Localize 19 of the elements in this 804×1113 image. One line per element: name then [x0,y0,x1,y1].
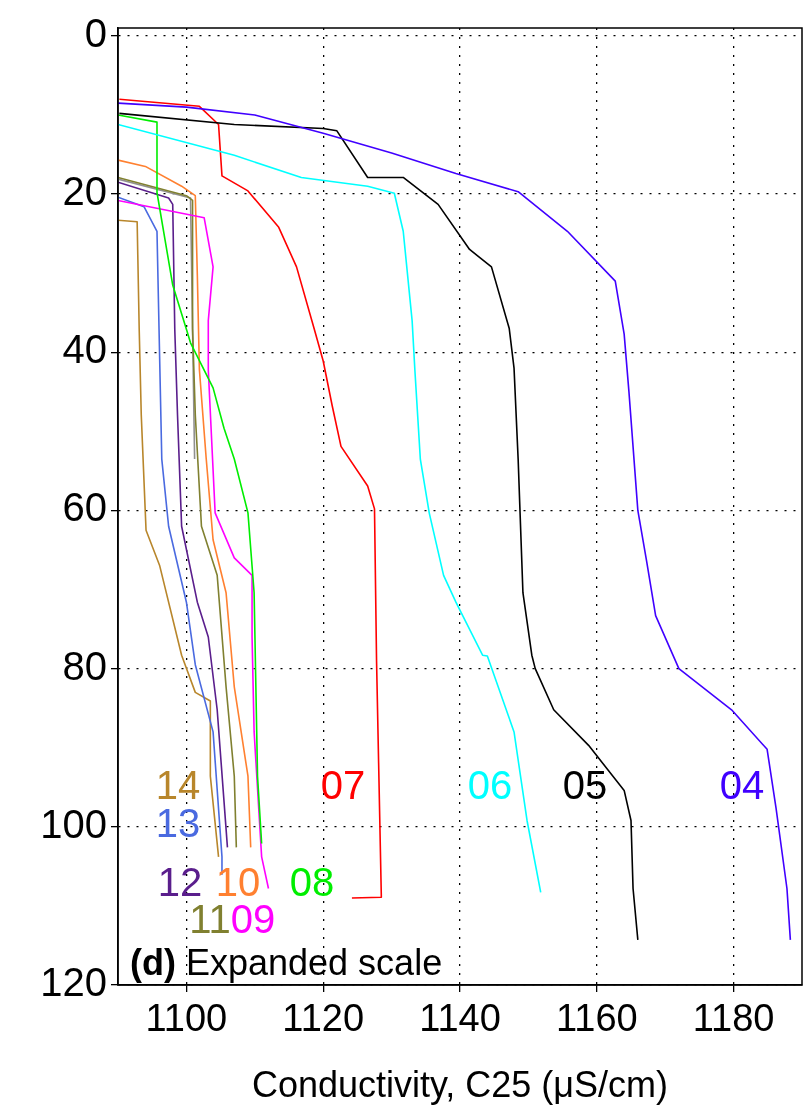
series-label: 07 [320,763,366,808]
series-label: 08 [289,860,335,905]
y-tick-label: 40 [62,327,107,372]
y-tick-label: 20 [62,169,107,214]
y-tick-label: 0 [84,10,107,55]
x-tick-label: 1120 [282,997,365,1040]
series-label: 04 [719,763,765,808]
y-tick-label: 100 [40,801,107,846]
x-tick-label: 1140 [419,997,501,1040]
series-label: 05 [562,763,608,808]
y-tick-label: 60 [62,485,107,530]
x-tick-label: 1160 [555,997,638,1040]
y-tick-label: 120 [40,960,107,1005]
x-tick-label: 1180 [692,997,775,1040]
x-tick-label: 1100 [145,997,228,1040]
annotation: (d) Expanded scale [130,941,443,983]
series-label: 06 [467,763,513,808]
y-tick-label: 80 [62,643,107,688]
x-axis-title: Conductivity, C25 (μS/cm) [251,1064,669,1106]
